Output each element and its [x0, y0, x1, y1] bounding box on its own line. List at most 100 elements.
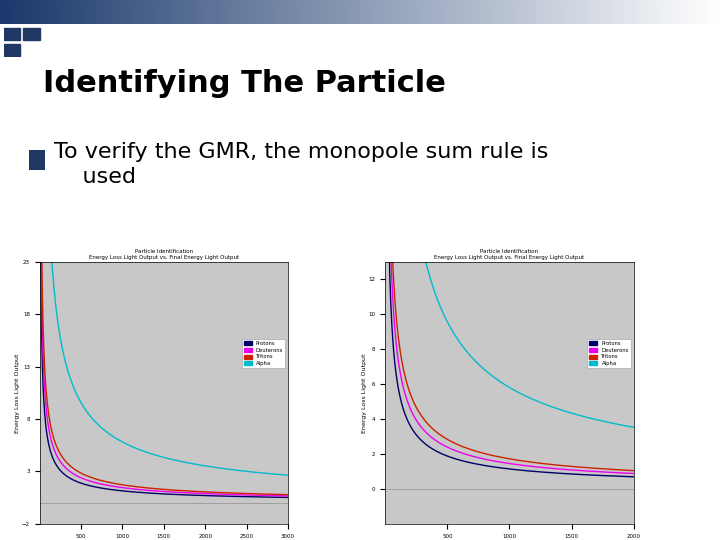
Bar [148, 0, 152, 24]
Bar [569, 0, 573, 24]
Bar [18, 0, 22, 24]
Bar [497, 0, 501, 24]
Bar [396, 0, 400, 24]
Bar [4, 0, 8, 24]
Bar [58, 0, 62, 24]
Bar [187, 0, 192, 24]
Bar [655, 0, 660, 24]
Bar [40, 0, 44, 24]
Bar [713, 0, 717, 24]
Bar [79, 0, 84, 24]
Bar [248, 0, 253, 24]
Bar [43, 0, 48, 24]
Bar [706, 0, 710, 24]
Bar [320, 0, 325, 24]
Bar [479, 0, 483, 24]
Bar [461, 0, 465, 24]
Bar [36, 0, 40, 24]
Bar [382, 0, 386, 24]
Text: Identifying The Particle: Identifying The Particle [43, 69, 446, 98]
Bar [126, 0, 130, 24]
Bar [32, 0, 37, 24]
Bar [169, 0, 174, 24]
Bar [400, 0, 404, 24]
Bar [666, 0, 670, 24]
Bar [587, 0, 591, 24]
Bar [378, 0, 382, 24]
Bar [241, 0, 246, 24]
Bar [68, 0, 73, 24]
Bar [684, 0, 688, 24]
Bar [155, 0, 159, 24]
Bar [353, 0, 357, 24]
Bar [533, 0, 537, 24]
Bar [72, 0, 76, 24]
Bar [554, 0, 559, 24]
Bar [709, 0, 714, 24]
Bar [482, 0, 487, 24]
Bar [670, 0, 674, 24]
Bar [14, 0, 19, 24]
Bar [572, 0, 577, 24]
Bar [230, 0, 235, 24]
Bar [634, 0, 638, 24]
Bar [61, 0, 66, 24]
Bar [284, 0, 289, 24]
Bar [137, 0, 141, 24]
Bar [310, 0, 314, 24]
Bar [288, 0, 292, 24]
Bar [457, 0, 462, 24]
Bar [346, 0, 350, 24]
Bar [277, 0, 282, 24]
Bar [508, 0, 512, 24]
Bar [598, 0, 602, 24]
Title: Particle Identification
Energy Loss Light Output vs. Final Energy Light Output: Particle Identification Energy Loss Ligh… [434, 249, 585, 260]
Bar [295, 0, 300, 24]
Bar [407, 0, 411, 24]
Bar [468, 0, 472, 24]
Bar [256, 0, 260, 24]
Bar [281, 0, 285, 24]
Bar [97, 0, 102, 24]
Bar [529, 0, 534, 24]
Bar [446, 0, 451, 24]
Bar [425, 0, 429, 24]
Bar [648, 0, 652, 24]
Bar [266, 0, 271, 24]
Bar [292, 0, 296, 24]
Bar [364, 0, 368, 24]
Y-axis label: Energy Loss Light Output: Energy Loss Light Output [15, 353, 20, 433]
Bar [518, 0, 523, 24]
Bar [547, 0, 552, 24]
Bar [472, 0, 476, 24]
Bar [104, 0, 109, 24]
Bar [594, 0, 598, 24]
Bar [227, 0, 231, 24]
Bar [392, 0, 397, 24]
Y-axis label: Energy Loss Light Output: Energy Loss Light Output [362, 353, 367, 433]
Bar [475, 0, 480, 24]
Bar [356, 0, 361, 24]
Bar [439, 0, 444, 24]
Bar [47, 0, 51, 24]
Bar [605, 0, 609, 24]
Bar [544, 0, 548, 24]
Bar [119, 0, 123, 24]
Bar [662, 0, 667, 24]
Bar [108, 0, 112, 24]
Bar [698, 0, 703, 24]
Bar [54, 0, 58, 24]
Bar [500, 0, 505, 24]
Bar [367, 0, 372, 24]
Bar [659, 0, 663, 24]
Bar [515, 0, 519, 24]
Bar [389, 0, 393, 24]
Bar [349, 0, 354, 24]
Bar [94, 0, 98, 24]
Bar [299, 0, 303, 24]
Bar [486, 0, 490, 24]
Legend: Protons, Deuterons, Tritons, Alpha: Protons, Deuterons, Tritons, Alpha [242, 339, 285, 368]
Bar [626, 0, 631, 24]
Bar [317, 0, 321, 24]
Bar [601, 0, 606, 24]
